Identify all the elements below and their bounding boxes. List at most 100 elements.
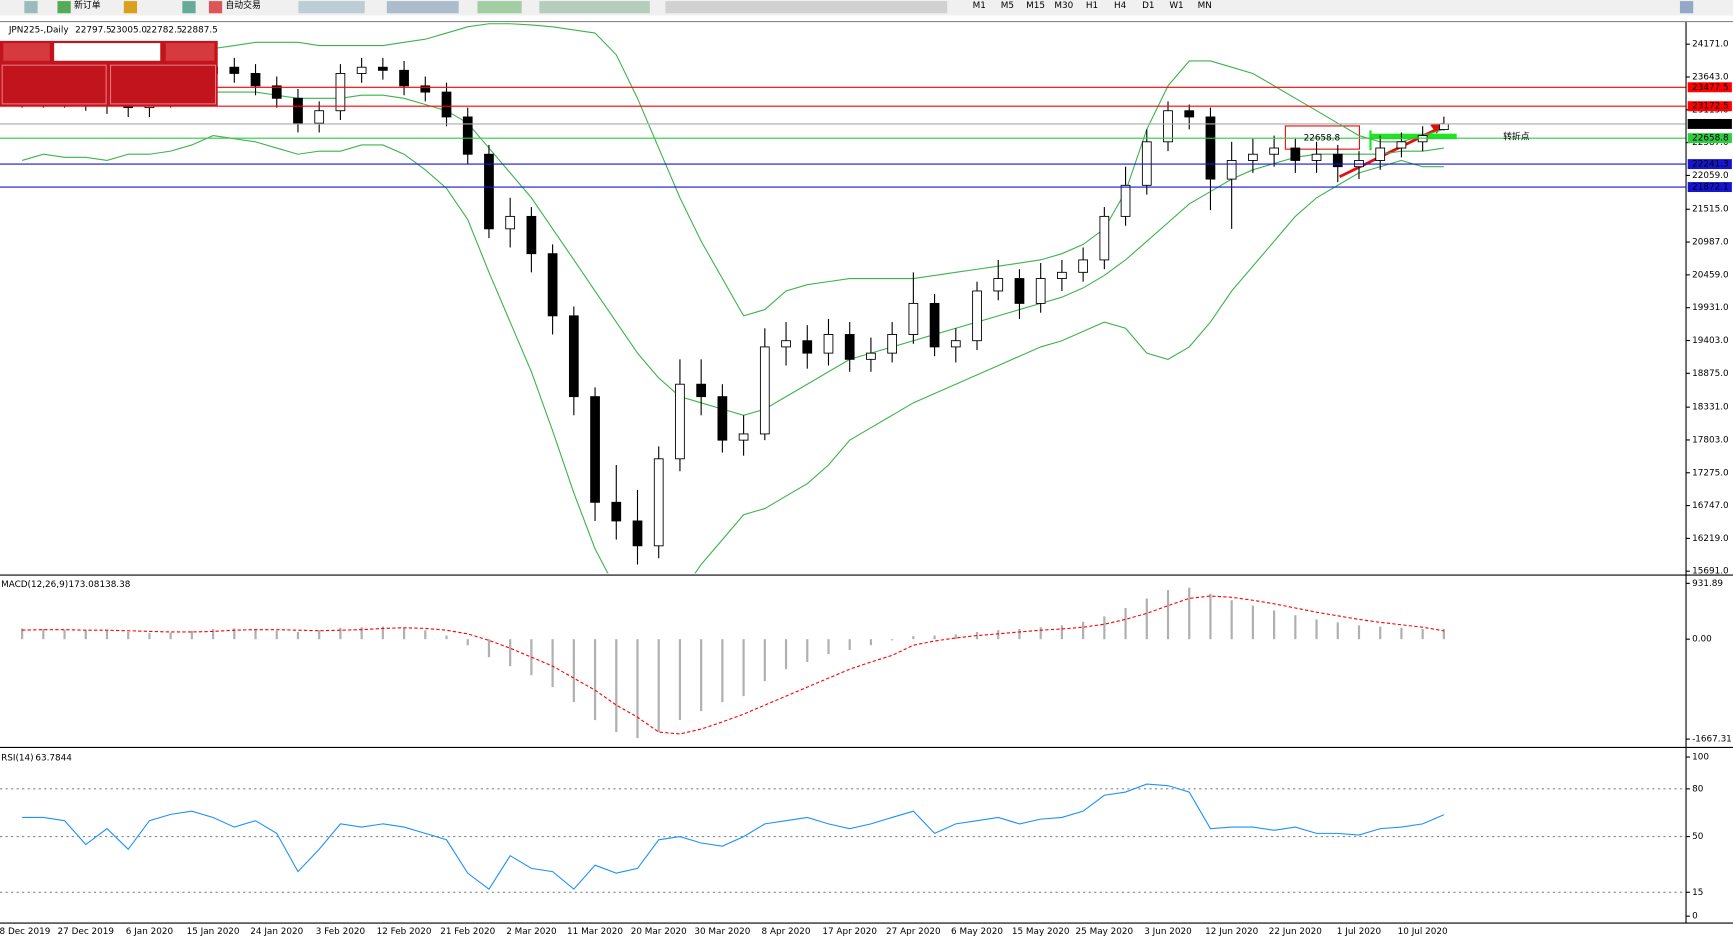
x-tick-label: 15 Jan 2020 xyxy=(187,927,240,937)
candle-body xyxy=(526,215,537,255)
timeframe-button[interactable]: M15 xyxy=(1026,1,1045,11)
candle-body xyxy=(972,290,982,342)
chart-symbol: JPN225-,Daily xyxy=(8,25,69,35)
macd-bar xyxy=(1209,593,1212,640)
candle-body xyxy=(759,346,770,435)
macd-bar xyxy=(42,628,45,640)
tool-icon[interactable] xyxy=(182,1,196,14)
x-tick-label: 27 Dec 2019 xyxy=(58,927,114,937)
y-tick-label: 931.89 xyxy=(1692,579,1723,589)
timeframe-button[interactable]: H1 xyxy=(1086,1,1098,11)
tool-icon[interactable] xyxy=(539,1,650,14)
y-tick-label: 21515.0 xyxy=(1692,205,1729,215)
macd-bar xyxy=(891,639,894,641)
macd-bar xyxy=(466,639,469,646)
rsi-panel xyxy=(0,783,1686,893)
candle-body xyxy=(1332,153,1343,168)
toolbar-button-label[interactable]: 自动交易 xyxy=(225,0,260,11)
x-tick-label: 11 Mar 2020 xyxy=(567,927,623,937)
tool-icon[interactable] xyxy=(665,1,948,14)
timeframe-button[interactable]: MN xyxy=(1198,1,1212,11)
y-tick-label: 16219.0 xyxy=(1692,534,1729,544)
macd-bar xyxy=(296,631,300,640)
candle-body xyxy=(356,66,367,74)
price-level-label: 22658.8 xyxy=(1692,134,1729,144)
timeframe-button[interactable]: M30 xyxy=(1054,1,1073,11)
candle-body xyxy=(653,458,664,547)
timeframe-button[interactable]: M1 xyxy=(973,1,986,11)
tool-icon[interactable] xyxy=(123,1,138,14)
macd-bar xyxy=(509,639,512,667)
macd-bar xyxy=(211,628,215,640)
candle-body xyxy=(1311,153,1322,161)
tool-icon[interactable] xyxy=(386,1,459,14)
sell-button[interactable] xyxy=(3,43,50,61)
macd-bar xyxy=(572,639,575,703)
price-level-label: 23172.5 xyxy=(1692,102,1729,112)
macd-bar xyxy=(169,632,172,640)
macd-bar xyxy=(445,635,448,640)
x-tick-label: 18 Dec 2019 xyxy=(0,927,50,937)
macd-bar xyxy=(997,630,1000,640)
bollinger-band xyxy=(21,134,1444,574)
macd-panel xyxy=(20,587,1445,739)
timeframe-button[interactable]: D1 xyxy=(1142,1,1154,11)
macd-bar xyxy=(318,630,321,640)
candle-body xyxy=(929,302,940,348)
tool-icon[interactable] xyxy=(57,1,71,14)
candle-body xyxy=(293,97,303,124)
macd-bar xyxy=(105,630,109,640)
y-tick-label: 19403.0 xyxy=(1692,336,1729,346)
buy-price-box[interactable] xyxy=(109,64,217,105)
indicator-title: RSI(14) xyxy=(1,753,33,763)
macd-signal xyxy=(22,595,1444,735)
y-tick-label: 18875.0 xyxy=(1692,369,1729,379)
x-tick-label: 8 Apr 2020 xyxy=(762,927,811,937)
macd-bar xyxy=(233,628,236,640)
macd-bar xyxy=(700,639,703,712)
tool-icon[interactable] xyxy=(208,1,223,14)
macd-bar xyxy=(360,627,363,640)
tool-icon[interactable] xyxy=(298,1,365,14)
tool-icon[interactable] xyxy=(24,1,38,14)
macd-bar xyxy=(848,639,851,650)
macd-bar xyxy=(933,635,936,640)
macd-bar xyxy=(20,628,24,640)
y-tick-label: 17275.0 xyxy=(1692,468,1729,478)
macd-bar xyxy=(1442,628,1445,640)
candle-body xyxy=(377,66,388,71)
macd-bar xyxy=(84,630,87,640)
annotation-box xyxy=(1284,125,1360,150)
timeframe-button[interactable]: H4 xyxy=(1114,1,1127,11)
toolbar-button-label[interactable]: 新订单 xyxy=(74,0,101,11)
tool-icon[interactable] xyxy=(477,1,522,14)
macd-bar xyxy=(1103,616,1106,640)
x-tick-label: 10 Jul 2020 xyxy=(1398,927,1448,937)
x-tick-label: 24 Jan 2020 xyxy=(250,927,303,937)
x-tick-label: 1 Jul 2020 xyxy=(1337,927,1382,937)
ohlc-value: 22782.5 xyxy=(146,25,183,35)
buy-button[interactable] xyxy=(165,43,215,61)
candle-body xyxy=(441,91,452,118)
macd-bar xyxy=(1082,621,1085,640)
candle-body xyxy=(399,69,409,87)
sell-price-box[interactable] xyxy=(1,64,107,105)
x-tick-label: 3 Jun 2020 xyxy=(1144,927,1192,937)
macd-bar xyxy=(1294,615,1297,640)
macd-bar xyxy=(593,639,597,721)
candle-body xyxy=(1099,215,1110,261)
indicator-value: 138.38 xyxy=(99,580,130,590)
candle-body xyxy=(1226,160,1237,180)
macd-bar xyxy=(381,626,384,640)
volume-input[interactable] xyxy=(54,43,161,61)
macd-bar xyxy=(1145,598,1148,640)
timeframe-button[interactable]: W1 xyxy=(1169,1,1183,11)
tool-icon[interactable] xyxy=(1679,1,1694,14)
macd-bar xyxy=(1124,608,1127,640)
timeframe-button[interactable]: M5 xyxy=(1001,1,1014,11)
candle-body xyxy=(950,340,961,348)
bollinger-band xyxy=(22,23,1445,317)
macd-bar xyxy=(615,639,618,733)
y-tick-label: 15 xyxy=(1692,888,1703,898)
